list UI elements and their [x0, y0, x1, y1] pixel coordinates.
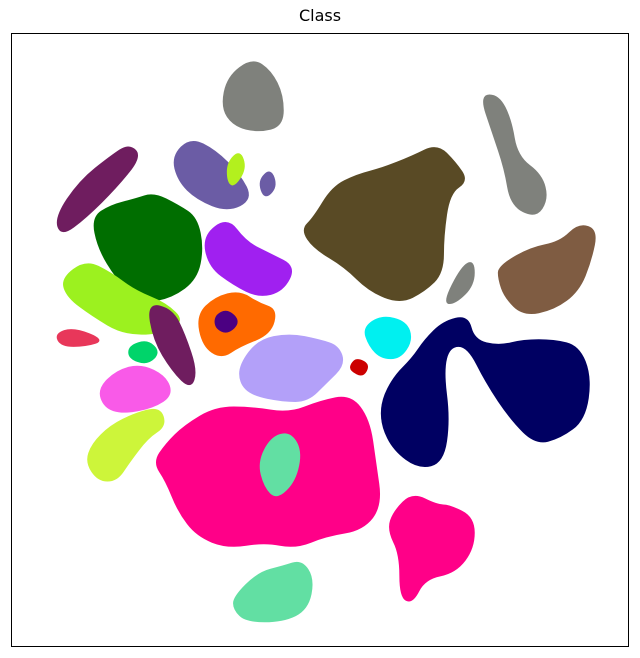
cluster-slate-small [259, 171, 276, 197]
cluster-coral [56, 329, 100, 347]
cluster-navy [380, 317, 590, 467]
cluster-grey-mid [446, 262, 475, 305]
cluster-brown-right [497, 225, 596, 314]
cluster-purple [204, 222, 292, 296]
cluster-plum-lower [149, 305, 196, 386]
cluster-slate-violet [173, 140, 249, 210]
cluster-mint [233, 561, 313, 623]
cluster-hot-pink-right [389, 495, 475, 602]
cluster-pink-magenta [99, 365, 171, 413]
cluster-indigo-small [214, 310, 238, 333]
cluster-red-small [350, 359, 368, 376]
cluster-plum-streaks [56, 146, 138, 233]
cluster-yellow-green [87, 408, 165, 482]
scatter-plot [56, 61, 596, 623]
cluster-cyan [364, 316, 412, 360]
cluster-grey-top [222, 61, 284, 132]
cluster-lavender [239, 334, 344, 402]
cluster-mint-mid [259, 433, 301, 497]
plot-area [11, 33, 629, 647]
chart-title: Class [298, 6, 342, 25]
cluster-grey-right-top [483, 94, 547, 215]
cluster-brown-large [303, 147, 465, 301]
cluster-chartreuse-top [226, 153, 245, 186]
cluster-emerald-small [128, 341, 158, 364]
